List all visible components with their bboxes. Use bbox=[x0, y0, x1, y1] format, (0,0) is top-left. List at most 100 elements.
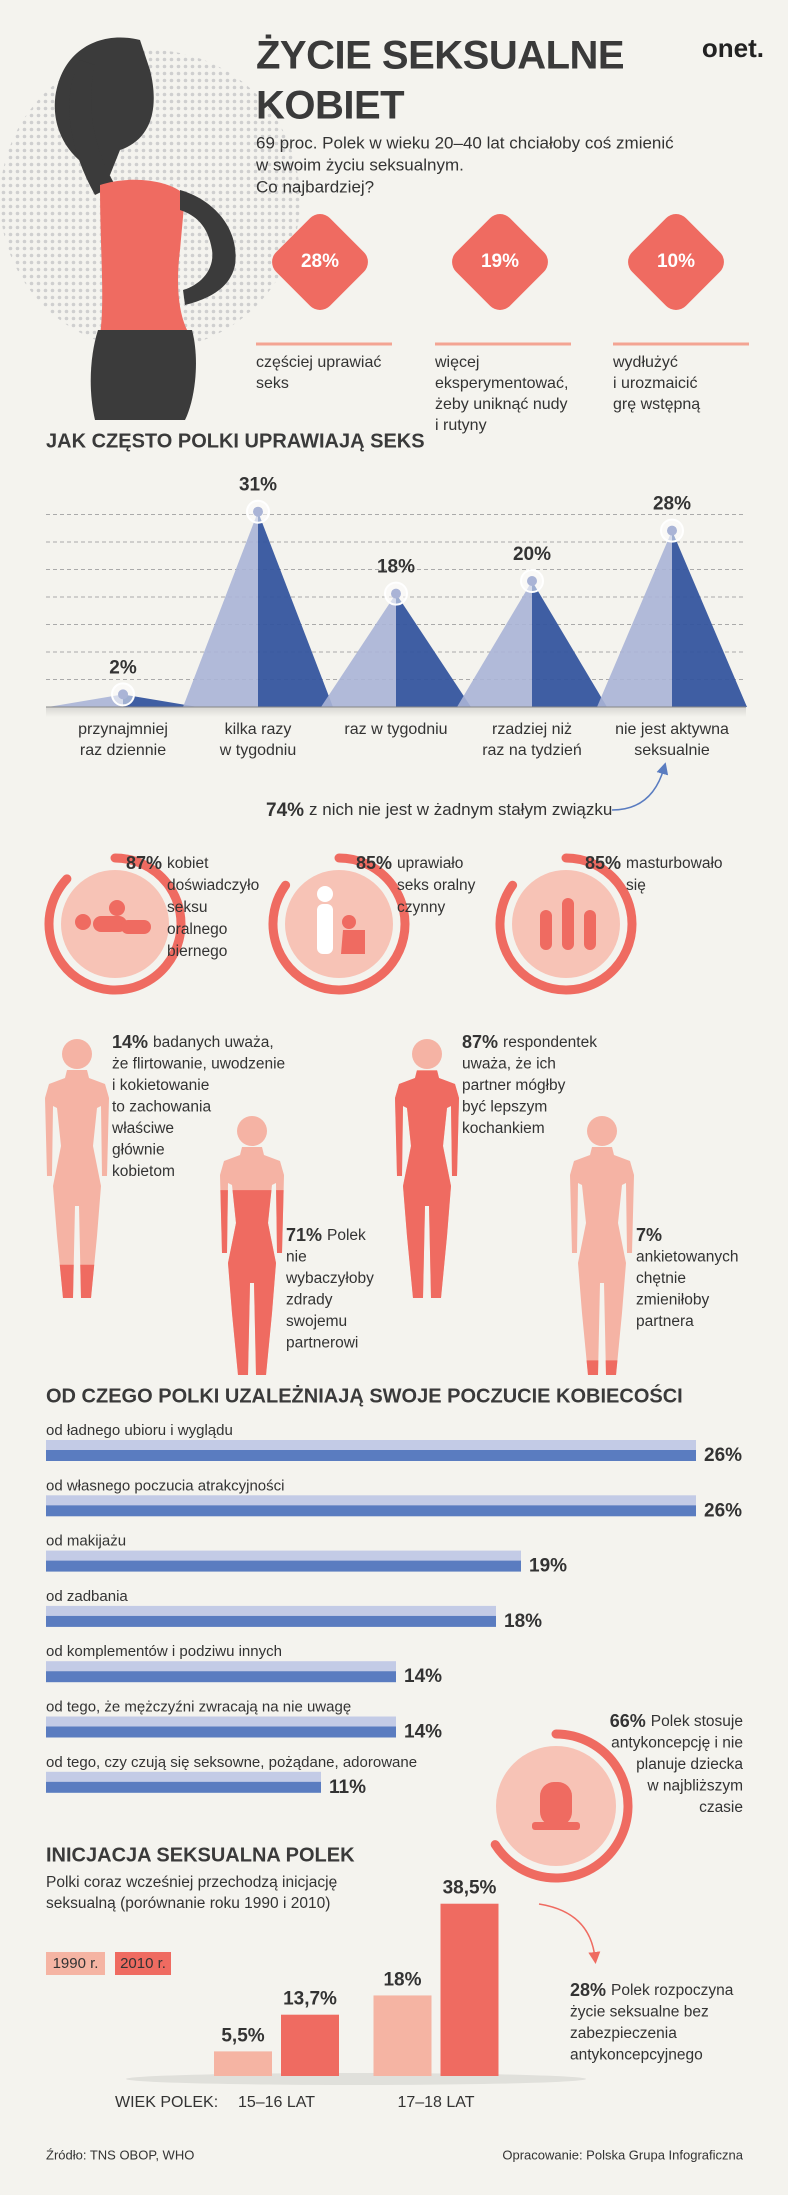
value-label: 2% bbox=[109, 657, 137, 678]
value-label: 87% bbox=[126, 853, 162, 873]
x-tick-label: raz na tydzień bbox=[482, 742, 582, 759]
triangle-left bbox=[321, 593, 396, 707]
value-label: 71% bbox=[286, 1225, 322, 1245]
x-tick-label: nie jest aktywna bbox=[615, 721, 729, 738]
category-label: od komplementów i podziwu innych bbox=[46, 1643, 282, 1660]
wish-text: więcej bbox=[434, 354, 479, 371]
text-line: seksu bbox=[167, 899, 208, 916]
x-tick-label: kilka razy bbox=[225, 721, 292, 738]
text: kobiet bbox=[167, 855, 209, 872]
diamond-label: 19% bbox=[481, 251, 519, 272]
text-line: właściwe bbox=[111, 1120, 174, 1137]
triangle-left bbox=[48, 694, 123, 707]
value-label: 85% bbox=[356, 853, 392, 873]
text-line: partnera bbox=[636, 1313, 694, 1330]
woman-illustration bbox=[0, 37, 300, 420]
text-line: zmieniłoby bbox=[636, 1292, 709, 1309]
value-label: 20% bbox=[513, 544, 551, 565]
bar bbox=[281, 2014, 339, 2076]
figure-fill bbox=[586, 1360, 618, 1375]
chart-title: JAK CZĘSTO POLKI UPRAWIAJĄ SEKS bbox=[46, 430, 425, 452]
icon bbox=[317, 886, 365, 954]
text-line: czasie bbox=[699, 1799, 743, 1816]
peak-dot bbox=[391, 588, 401, 599]
x-tick-label: 17–18 LAT bbox=[397, 2094, 474, 2111]
figure bbox=[570, 1116, 634, 1375]
x-tick-label: raz w tygodniu bbox=[344, 721, 447, 738]
bar bbox=[214, 2051, 272, 2076]
text: Polek bbox=[327, 1227, 366, 1244]
value-label: 18% bbox=[377, 557, 415, 578]
legend-label: 2010 r. bbox=[120, 1955, 166, 1972]
wish-text: seks bbox=[256, 375, 289, 392]
text-line: czynny bbox=[397, 899, 445, 916]
text-line: 85% uprawiało bbox=[356, 853, 463, 873]
triangle-left bbox=[457, 581, 532, 707]
text-line: 66% Polek stosuje bbox=[610, 1711, 743, 1731]
text-line: w najbliższym bbox=[646, 1778, 743, 1795]
text-line: antykoncepcyjnego bbox=[570, 2047, 703, 2064]
value-label: 74% bbox=[266, 800, 304, 821]
text: respondentek bbox=[503, 1034, 597, 1051]
diamond-label: 28% bbox=[301, 251, 339, 272]
value-label: 14% bbox=[112, 1032, 148, 1052]
logo: onet. bbox=[702, 33, 764, 63]
subtitle-line: 69 proc. Polek w wieku 20–40 lat chciało… bbox=[256, 133, 674, 152]
peak-dot bbox=[527, 576, 537, 586]
bar-light bbox=[46, 1495, 696, 1506]
ring-arc bbox=[490, 1729, 633, 1883]
value-label: 31% bbox=[239, 475, 277, 496]
category-label: od własnego poczucia atrakcyjności bbox=[46, 1477, 284, 1494]
text-line: że flirtowanie, uwodzenie bbox=[112, 1056, 285, 1073]
text: Polek stosuje bbox=[651, 1713, 743, 1730]
bar bbox=[46, 1615, 496, 1627]
baseline-shadow bbox=[46, 707, 746, 717]
wish-text: żeby uniknąć nudy bbox=[435, 396, 568, 413]
figure-body bbox=[570, 1147, 634, 1375]
text-line: głównie bbox=[112, 1142, 165, 1159]
wish-text: wydłużyć bbox=[612, 354, 678, 371]
text-line: być lepszym bbox=[462, 1099, 547, 1116]
text: z nich nie jest w żadnym stałym związku bbox=[309, 800, 612, 819]
text-line: uważa, że ich bbox=[462, 1056, 556, 1073]
text-line: wybaczyłoby bbox=[285, 1270, 374, 1287]
x-axis-label: WIEK POLEK: bbox=[115, 2094, 218, 2111]
bar bbox=[46, 1505, 696, 1517]
category-label: od makijażu bbox=[46, 1533, 126, 1550]
title-line: ŻYCIE SEKSUALNE bbox=[256, 34, 624, 78]
value-label: 87% bbox=[462, 1032, 498, 1052]
icon-part bbox=[342, 915, 356, 929]
value-label: 19% bbox=[529, 1556, 567, 1577]
bar bbox=[46, 1671, 396, 1683]
triangle-right bbox=[258, 511, 333, 707]
bar-light bbox=[46, 1771, 321, 1782]
legend-swatch bbox=[46, 1952, 105, 1975]
value-label: 66% bbox=[610, 1711, 646, 1731]
text-line: partnerowi bbox=[286, 1335, 358, 1352]
triangle-left bbox=[597, 530, 672, 707]
figure-head bbox=[587, 1116, 617, 1146]
text-line: 7% bbox=[636, 1225, 662, 1245]
bar bbox=[46, 1726, 396, 1738]
figure-fill bbox=[395, 1070, 459, 1298]
hips bbox=[90, 330, 196, 420]
text-line: partner mógłby bbox=[462, 1077, 566, 1094]
text-line: się bbox=[626, 877, 646, 894]
x-tick-label: w tygodniu bbox=[219, 742, 297, 759]
text-line: to zachowania bbox=[112, 1099, 211, 1116]
value-label: 18% bbox=[504, 1611, 542, 1632]
peak-dot bbox=[253, 506, 263, 517]
wish-text: eksperymentować, bbox=[435, 375, 568, 392]
wish-text: grę wstępną bbox=[613, 396, 700, 413]
bar-light bbox=[46, 1661, 396, 1672]
text-line: 14% badanych uważa, bbox=[112, 1032, 274, 1052]
value-label: 14% bbox=[404, 1666, 442, 1687]
ring-arc bbox=[495, 853, 637, 995]
icon bbox=[540, 898, 596, 950]
bar-light bbox=[46, 1605, 496, 1616]
figure-head bbox=[237, 1116, 267, 1146]
figure-fill bbox=[59, 1264, 95, 1298]
icon-part bbox=[317, 886, 333, 902]
wish-text: i urozmaicić bbox=[613, 375, 697, 392]
